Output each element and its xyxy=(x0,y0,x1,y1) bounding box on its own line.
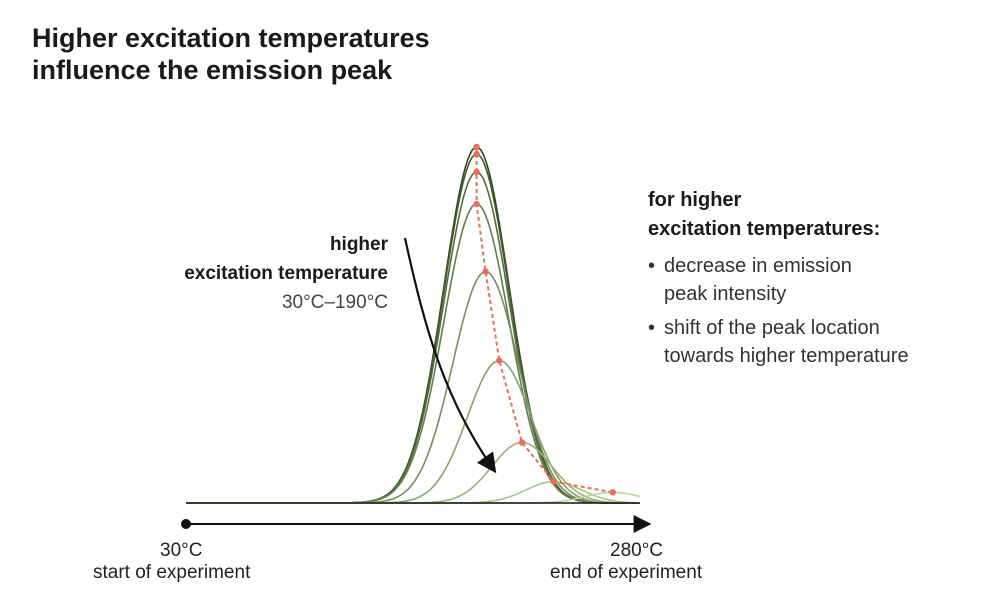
emission-curves xyxy=(186,146,641,504)
side-bullet-1-line-2: peak intensity xyxy=(664,283,787,305)
side-bullet-2-line-1: shift of the peak location xyxy=(664,317,880,339)
emission-curve-3 xyxy=(186,171,640,504)
side-bullet-2: shift of the peak location towards highe… xyxy=(648,314,988,370)
side-bullet-2-line-2: towards higher temperature xyxy=(664,345,909,367)
x-axis-end-value: 280°C xyxy=(610,540,664,561)
x-axis-start-value: 30°C xyxy=(160,540,203,561)
arrow-annotation: higher excitation temperature 30°C–190°C xyxy=(184,230,388,317)
peak-point-2 xyxy=(473,150,480,158)
chart-title: Higher excitation temperatures influence… xyxy=(32,22,430,86)
peak-trace xyxy=(473,143,616,496)
x-axis-start-dot xyxy=(181,519,191,529)
peak-point-5 xyxy=(482,268,489,275)
title-line-1: Higher excitation temperatures xyxy=(32,23,430,53)
side-bullet-1-line-1: decrease in emission xyxy=(664,255,852,277)
peak-point-3 xyxy=(473,168,480,176)
emission-curve-6 xyxy=(186,359,640,504)
side-panel: for higher excitation temperatures: decr… xyxy=(648,186,988,376)
side-heading-line-2: excitation temperatures: xyxy=(648,218,881,240)
title-line-2: influence the emission peak xyxy=(32,55,393,85)
peak-point-1 xyxy=(473,143,480,151)
arrow-annotation-line-2: excitation temperature xyxy=(184,263,388,284)
arrow-annotation-range: 30°C–190°C xyxy=(281,292,388,313)
side-bullet-1: decrease in emission peak intensity xyxy=(648,252,988,308)
arrow-annotation-line-1: higher xyxy=(329,234,388,255)
x-axis-start-label: start of experiment xyxy=(93,562,251,583)
peak-point-7 xyxy=(518,439,526,446)
side-heading-line-1: for higher xyxy=(648,189,742,211)
peak-point-4 xyxy=(473,200,480,208)
peak-point-6 xyxy=(496,357,503,364)
temperature-arrow xyxy=(403,237,497,474)
x-axis-end-label: end of experiment xyxy=(550,562,703,583)
peak-point-9 xyxy=(609,489,616,496)
side-bullet-list: decrease in emission peak intensity shif… xyxy=(648,252,988,370)
peak-trace-line xyxy=(475,147,613,494)
peak-point-8 xyxy=(550,478,557,485)
